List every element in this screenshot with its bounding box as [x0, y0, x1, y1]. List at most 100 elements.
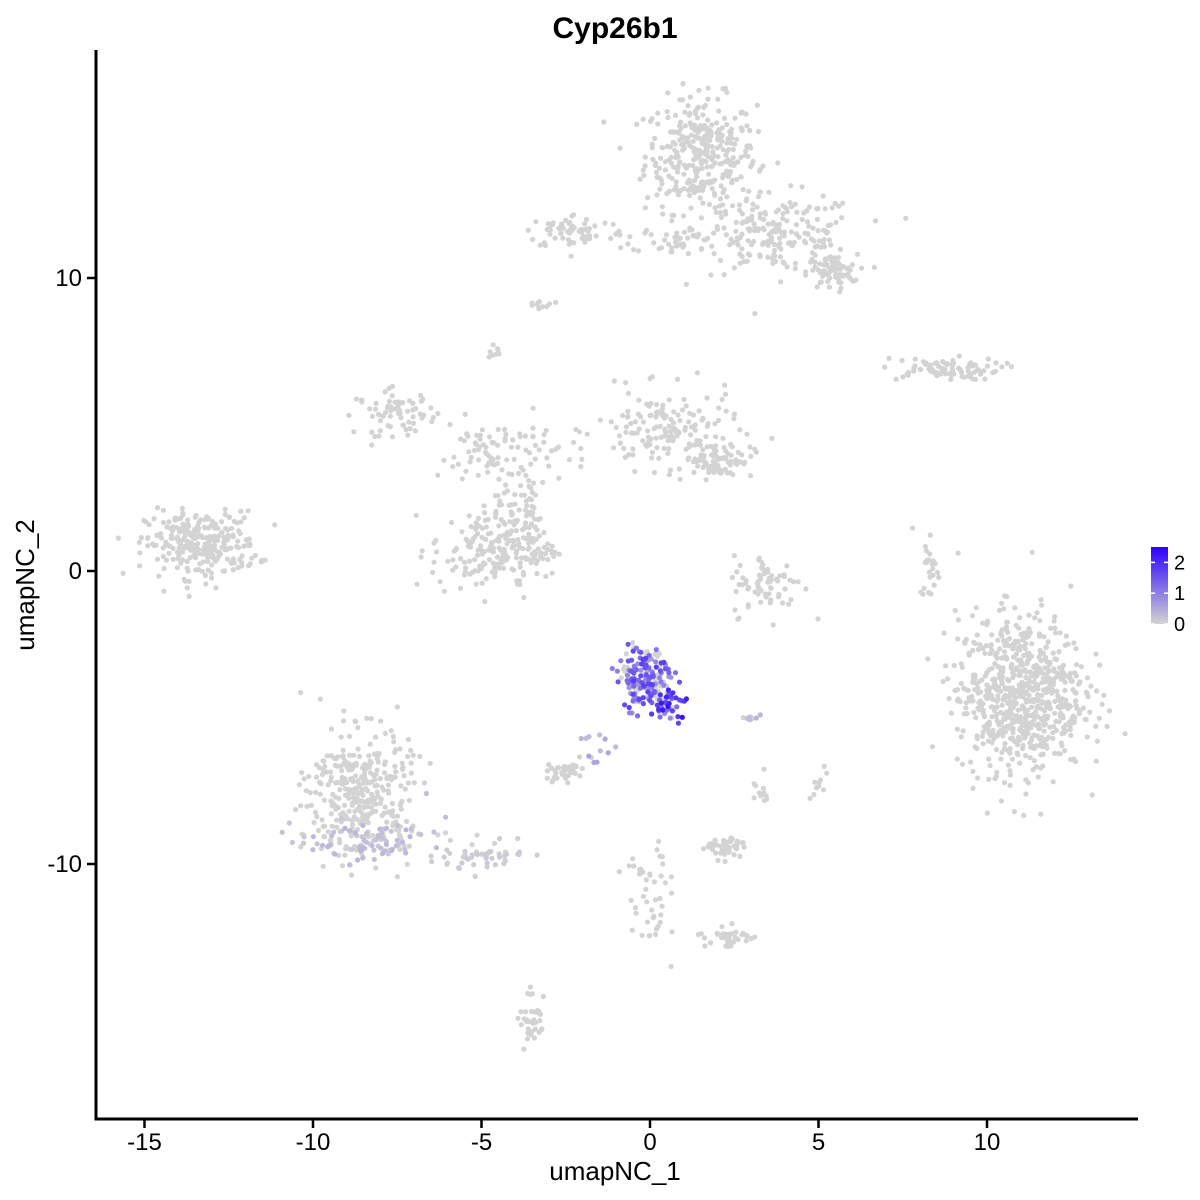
cell-point [750, 201, 756, 207]
cell-point [1065, 641, 1071, 647]
cell-point [822, 206, 828, 212]
cell-point [465, 538, 471, 544]
cell-point [782, 586, 788, 592]
cell-point [310, 834, 316, 840]
cell-point [468, 454, 474, 460]
cell-point [560, 235, 566, 241]
cell-point [518, 1022, 524, 1028]
cell-point [1007, 688, 1013, 694]
cell-point [1052, 614, 1058, 620]
cell-point [630, 446, 636, 452]
cell-point [747, 226, 753, 232]
cell-point [1023, 791, 1029, 797]
cell-point [533, 219, 539, 225]
cell-point [397, 746, 403, 752]
cell-point [373, 771, 379, 778]
cell-point [792, 265, 798, 272]
cell-point [765, 221, 771, 227]
cell-point [399, 760, 405, 766]
cell-point [224, 556, 231, 562]
cell-point [392, 749, 398, 756]
cell-point [730, 155, 736, 161]
cell-point [994, 704, 1000, 710]
cell-point [387, 413, 393, 419]
cell-point [406, 398, 413, 404]
cell-point [992, 685, 998, 691]
cell-point [376, 412, 382, 418]
cell-point [1034, 673, 1040, 679]
cell-point [543, 427, 549, 433]
cell-point [184, 585, 190, 591]
cell-point [673, 179, 679, 185]
cell-point [364, 830, 370, 837]
cell-point [654, 192, 660, 198]
cell-point [360, 816, 366, 822]
cell-point [690, 162, 696, 169]
cell-point [319, 817, 325, 823]
cell-point [329, 803, 335, 809]
cell-point [999, 600, 1005, 606]
cell-point [936, 574, 942, 581]
cell-point [202, 572, 208, 579]
cell-point [625, 413, 631, 420]
cell-point [940, 678, 946, 685]
cell-point [496, 535, 502, 542]
cell-point [462, 411, 468, 417]
cell-point [966, 695, 972, 701]
cell-point [371, 847, 377, 853]
cell-point [943, 371, 949, 377]
cell-point [729, 444, 735, 450]
y-tick-label: 10 [55, 265, 82, 292]
cell-point [382, 759, 388, 765]
cell-point [988, 643, 994, 650]
cell-point [657, 423, 663, 429]
cell-point [478, 547, 484, 553]
cell-point [840, 200, 846, 206]
cell-point [653, 659, 659, 665]
cell-point [700, 138, 706, 144]
cell-point [158, 531, 164, 537]
cell-point [678, 119, 684, 125]
cell-point [732, 460, 739, 466]
cell-point [405, 780, 411, 786]
cell-point [706, 180, 712, 186]
cell-point [1063, 722, 1069, 728]
cell-point [987, 763, 993, 769]
cell-point [518, 483, 524, 489]
cell-point [570, 439, 577, 445]
cell-point [1005, 762, 1012, 768]
cell-point [319, 842, 326, 848]
cell-point [948, 710, 955, 716]
cell-point [893, 376, 899, 382]
cell-point [811, 238, 817, 244]
cell-point [746, 584, 752, 591]
cell-point [801, 210, 807, 216]
cell-point [182, 534, 188, 540]
cell-point [616, 869, 622, 875]
cell-point [347, 828, 353, 834]
cell-point [520, 572, 527, 578]
cell-point [513, 550, 519, 556]
cell-point [1009, 711, 1015, 717]
cell-point [1017, 672, 1023, 679]
cell-point [711, 469, 717, 475]
cell-point [780, 259, 786, 265]
cell-point [534, 558, 541, 564]
cell-point [983, 726, 989, 732]
cell-point [989, 632, 995, 638]
cell-point [623, 651, 629, 657]
cell-point [754, 102, 760, 108]
cell-point [544, 775, 550, 781]
cell-point [202, 525, 208, 531]
cell-point [486, 354, 492, 360]
cell-point [388, 408, 394, 414]
cell-point [738, 154, 744, 160]
cell-point [990, 370, 996, 376]
cell-point [184, 539, 190, 545]
cell-point [668, 874, 675, 880]
cell-point [1007, 693, 1013, 699]
cell-point [404, 818, 410, 825]
cell-point [410, 420, 416, 426]
cell-point [337, 840, 343, 846]
cell-point [969, 613, 976, 619]
